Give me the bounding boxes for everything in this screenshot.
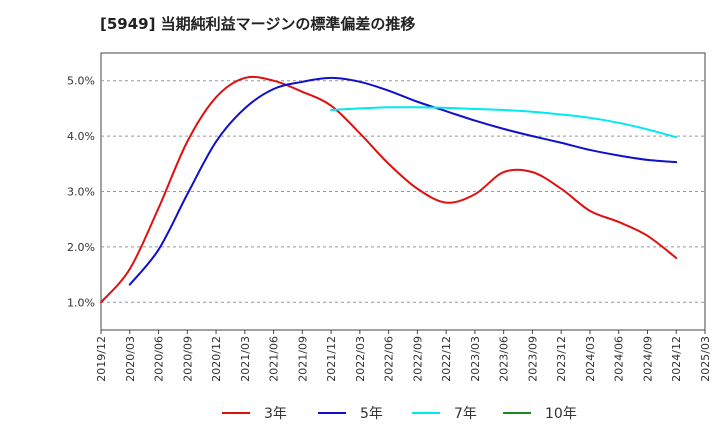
series-line-5年 (128, 76, 678, 286)
x-tick-label: 2021/09 (296, 336, 309, 382)
legend-label: 5年 (360, 406, 383, 422)
legend-label: 10年 (545, 406, 577, 422)
x-tick-label: 2021/12 (325, 336, 338, 382)
gridlines (101, 80, 705, 303)
legend-label: 7年 (454, 406, 477, 422)
x-tick-label: 2022/12 (440, 336, 453, 382)
series-line-3年 (100, 75, 678, 304)
y-tick-label: 1.0% (67, 296, 95, 309)
x-tick-label: 2025/03 (699, 336, 712, 382)
legend: 3年 5年 7年 10年 (222, 406, 577, 422)
x-tick-label: 2023/12 (555, 336, 568, 382)
chart-title: [5949] 当期純利益マージンの標準偏差の推移 (100, 15, 416, 33)
series-lines (100, 75, 678, 304)
x-tick-label: 2020/06 (153, 336, 166, 382)
x-tick-label: 2023/09 (526, 336, 539, 382)
x-tick-label: 2023/06 (498, 336, 511, 382)
y-tick-label: 3.0% (67, 186, 95, 199)
series-line-7年 (330, 106, 678, 139)
x-tick-label: 2023/03 (469, 336, 482, 382)
x-tick-label: 2019/12 (95, 336, 108, 382)
x-tick-label: 2024/12 (670, 336, 683, 382)
x-tick-label: 2022/03 (354, 336, 367, 382)
y-axis: 1.0% 2.0% 3.0% 4.0% 5.0% (67, 75, 95, 310)
x-tick-label: 2024/06 (613, 336, 626, 382)
x-tick-label: 2020/09 (181, 336, 194, 382)
x-tick-label: 2020/03 (124, 336, 137, 382)
y-tick-label: 4.0% (67, 130, 95, 143)
x-tick-label: 2022/06 (383, 336, 396, 382)
x-tick-label: 2024/03 (584, 336, 597, 382)
x-tick-label: 2021/03 (239, 336, 252, 382)
x-tick-label: 2021/06 (268, 336, 281, 382)
y-tick-label: 2.0% (67, 241, 95, 254)
legend-label: 3年 (264, 406, 287, 422)
x-tick-label: 2020/12 (210, 336, 223, 382)
x-tick-label: 2022/09 (411, 336, 424, 382)
x-axis: 2019/12 2020/03 2020/06 2020/09 2020/12 2021/… (95, 330, 712, 382)
y-tick-label: 5.0% (67, 75, 95, 88)
x-tick-label: 2024/09 (641, 336, 654, 382)
